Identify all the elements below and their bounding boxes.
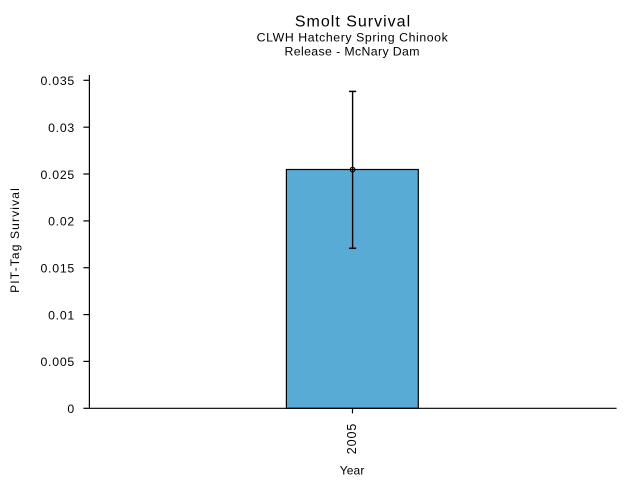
- svg-text:0.01: 0.01: [48, 308, 75, 322]
- svg-text:CLWH Hatchery Spring Chinook: CLWH Hatchery Spring Chinook: [257, 31, 449, 45]
- svg-text:0.02: 0.02: [48, 215, 75, 229]
- svg-text:0.015: 0.015: [40, 262, 75, 276]
- svg-text:2005: 2005: [345, 423, 359, 454]
- svg-text:Release - McNary Dam: Release - McNary Dam: [285, 45, 420, 59]
- svg-text:0.025: 0.025: [40, 168, 75, 182]
- svg-text:Smolt Survival: Smolt Survival: [295, 13, 411, 30]
- svg-text:Year: Year: [340, 463, 365, 477]
- svg-text:0.035: 0.035: [40, 74, 75, 88]
- svg-text:0.03: 0.03: [48, 121, 75, 135]
- svg-text:0: 0: [67, 402, 75, 416]
- svg-text:PIT-Tag Survival: PIT-Tag Survival: [8, 187, 22, 293]
- svg-text:0.005: 0.005: [40, 355, 75, 369]
